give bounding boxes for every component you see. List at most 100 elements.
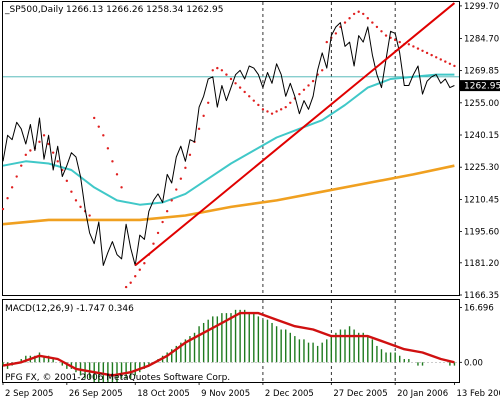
sar-dot xyxy=(152,242,155,245)
sar-dot xyxy=(302,88,306,92)
sar-dot xyxy=(325,40,328,44)
sar-dot xyxy=(165,210,169,213)
sar-dot xyxy=(10,186,14,189)
sar-dot xyxy=(289,101,292,105)
sar-dot xyxy=(238,86,242,89)
sar-dot xyxy=(257,103,260,107)
sar-dot xyxy=(435,56,438,59)
sar-dot xyxy=(398,40,401,44)
sar-dot xyxy=(279,108,283,111)
macd-signal-path xyxy=(2,311,455,377)
sar-dot xyxy=(371,21,374,24)
sar-dot xyxy=(211,69,214,72)
sar-dot xyxy=(380,30,383,33)
sar-dot xyxy=(129,281,132,284)
slow-moving-average xyxy=(2,164,455,226)
time-tick-label: 20 Jan 2006 xyxy=(397,389,448,399)
close-price-line xyxy=(2,22,455,266)
ma-fast-line xyxy=(2,73,455,206)
sar-dot xyxy=(229,77,233,81)
sar-dot xyxy=(184,166,187,170)
sar-dot xyxy=(115,173,119,176)
sar-dot xyxy=(407,43,411,46)
current-price-marker: 1262.95 xyxy=(460,80,500,92)
sar-dot xyxy=(74,199,78,202)
sar-dot xyxy=(298,92,301,96)
ma-slow-line xyxy=(2,164,455,226)
price-tick-label: 1269.85 xyxy=(464,67,499,77)
sar-dot xyxy=(170,199,173,202)
sar-dot xyxy=(275,110,278,113)
price-tick-label: 1181.20 xyxy=(464,259,499,269)
sar-dot xyxy=(161,220,164,224)
macd-tick-label: 0.00 xyxy=(464,358,483,368)
price-tick-label: 1240.15 xyxy=(464,131,499,141)
sar-dot xyxy=(321,69,324,72)
sar-dot xyxy=(393,38,397,42)
trend-line xyxy=(134,2,456,267)
sar-dot xyxy=(88,214,91,217)
price-tick-label: 1255.00 xyxy=(464,99,499,109)
sar-dot xyxy=(362,12,365,16)
price-panel-frame xyxy=(2,1,460,296)
time-tick-label: 2 Sep 2005 xyxy=(5,389,53,399)
sar-dot xyxy=(120,186,123,189)
price-tick-label: 1166.35 xyxy=(464,291,499,301)
sar-dot xyxy=(252,99,255,102)
sar-dot xyxy=(106,147,110,150)
sar-dot xyxy=(79,205,82,209)
time-tick-label: 18 Oct 2005 xyxy=(137,389,190,399)
macd-signal-line xyxy=(2,311,455,377)
sar-dot xyxy=(20,164,23,167)
sar-dot xyxy=(311,79,315,83)
macd-label: MACD(12,26,9) -1.747 0.346 xyxy=(5,304,134,314)
sar-dot xyxy=(234,82,237,85)
copyright-text: PFG FX, © 2001-2006 MetaQuotes Software … xyxy=(5,373,230,383)
sar-dot xyxy=(42,134,46,137)
fast-moving-average xyxy=(2,73,455,206)
sar-dot xyxy=(307,84,310,87)
sar-dot xyxy=(188,153,192,157)
price-line xyxy=(2,22,455,266)
price-tick-label: 1284.70 xyxy=(464,34,499,44)
sar-dot xyxy=(179,177,183,180)
sar-dot xyxy=(156,231,160,235)
sar-dot xyxy=(102,134,105,137)
price-tick-label: 1225.30 xyxy=(464,163,499,173)
sar-dot xyxy=(439,58,442,61)
sar-dot xyxy=(357,10,360,13)
time-tick-label: 27 Dec 2005 xyxy=(333,389,387,399)
sar-dot xyxy=(352,12,356,16)
sar-dot xyxy=(65,179,69,183)
sar-dot xyxy=(261,108,265,111)
price-axis-ticks: 1299.70 1284.70 1269.85 1255.00 1240.15 1225.… xyxy=(459,2,499,301)
sar-dot xyxy=(93,116,96,120)
sar-dot xyxy=(134,275,137,278)
sar-dot xyxy=(197,127,201,131)
sar-dot xyxy=(448,62,452,65)
sar-dot xyxy=(384,34,388,37)
macd-axis-ticks: 16.696 0.00 xyxy=(459,304,494,368)
sar-dot xyxy=(24,153,27,157)
sar-dot xyxy=(243,90,246,94)
time-tick-label: 2 Dec 2005 xyxy=(265,389,314,399)
sar-dot xyxy=(430,53,433,57)
sar-dot xyxy=(29,149,32,152)
sar-dot xyxy=(216,66,219,70)
sar-dot xyxy=(225,73,228,76)
sar-dot xyxy=(270,112,274,115)
sar-dot xyxy=(1,207,5,211)
sar-dot xyxy=(138,268,141,271)
sar-dot xyxy=(421,49,424,52)
sar-dot xyxy=(412,45,415,48)
sar-dot xyxy=(38,140,41,144)
time-tick-label: 9 Nov 2005 xyxy=(201,389,250,399)
macd-tick-label: 16.696 xyxy=(464,304,494,314)
sar-dot xyxy=(266,110,269,113)
sar-dot xyxy=(375,25,379,29)
ohlc-label: 1266.13 1266.26 1258.34 1262.95 xyxy=(66,5,223,15)
sar-dot xyxy=(124,285,128,289)
sar-dot xyxy=(348,17,351,20)
sar-dot xyxy=(56,160,59,163)
